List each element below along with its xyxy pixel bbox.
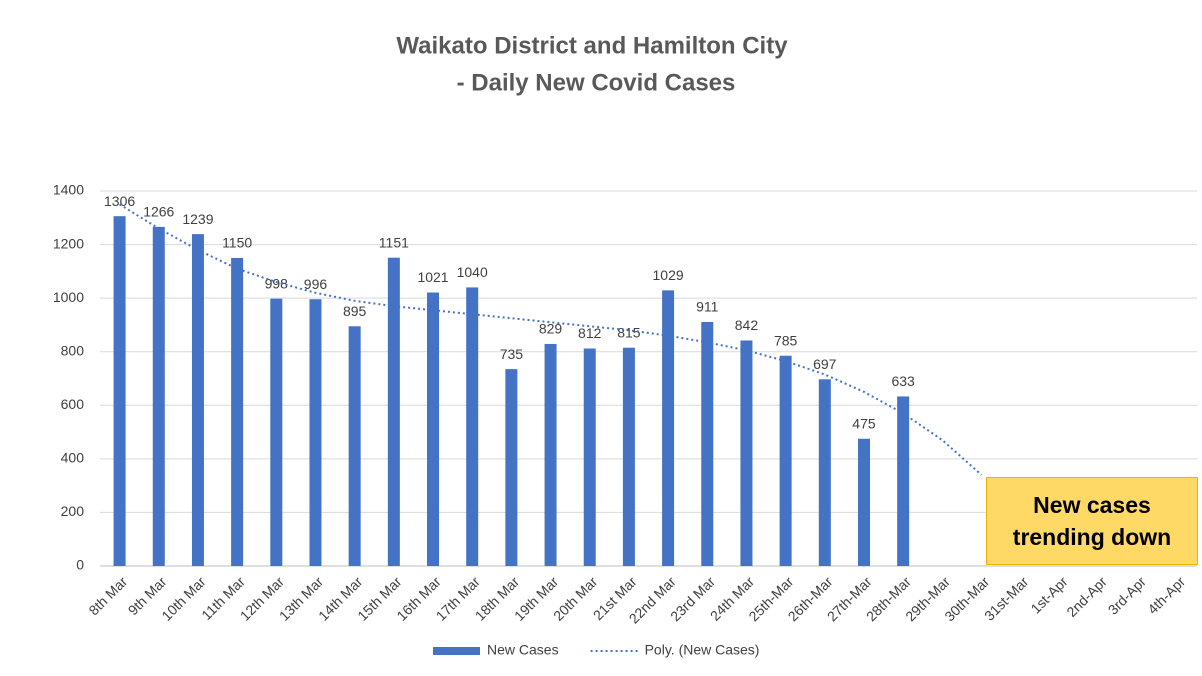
data-label: 633 — [891, 373, 915, 389]
trend-line — [119, 203, 983, 476]
bar — [818, 379, 831, 566]
data-label: 842 — [735, 317, 759, 333]
bar — [622, 347, 635, 566]
y-tick-label: 1000 — [53, 289, 84, 305]
bar — [662, 290, 675, 566]
bar — [583, 348, 596, 566]
x-tick-label: 8th Mar — [85, 573, 130, 618]
annotation: New cases trending down — [986, 477, 1198, 565]
bar — [779, 355, 792, 566]
data-label: 812 — [578, 325, 602, 341]
bar — [191, 234, 204, 566]
bar — [544, 343, 557, 566]
data-label: 996 — [304, 276, 328, 292]
bar — [897, 396, 910, 566]
data-label: 829 — [539, 321, 563, 337]
bar — [231, 257, 244, 566]
x-tick-label: 3rd-Apr — [1105, 573, 1150, 618]
x-tick-label: 4th-Apr — [1144, 573, 1188, 617]
data-label: 911 — [696, 299, 719, 315]
legend-swatch — [433, 647, 480, 655]
y-tick-label: 1400 — [53, 182, 84, 198]
y-tick-label: 0 — [76, 557, 84, 573]
y-tick-label: 1200 — [53, 235, 84, 251]
data-label: 1306 — [104, 193, 135, 209]
y-tick-label: 800 — [61, 342, 85, 358]
bar — [505, 369, 518, 566]
x-tick-label: 2nd-Apr — [1063, 573, 1110, 620]
bar — [466, 287, 479, 566]
data-label: 895 — [343, 303, 367, 319]
bar — [309, 299, 322, 566]
legend-label: New Cases — [487, 642, 559, 658]
y-tick-label: 400 — [61, 450, 85, 466]
data-label: 1040 — [457, 264, 488, 280]
data-label: 1266 — [143, 204, 174, 220]
data-label: 1151 — [379, 234, 409, 250]
bar — [270, 298, 283, 566]
chart-title: Waikato District and Hamilton City — [396, 32, 788, 59]
data-label: 1029 — [653, 267, 684, 283]
y-tick-label: 600 — [61, 396, 85, 412]
legend-label: Poly. (New Cases) — [645, 642, 760, 658]
bar — [152, 226, 165, 566]
bar — [857, 438, 870, 566]
data-label: 1150 — [222, 235, 252, 251]
bar — [113, 216, 126, 566]
data-label: 1021 — [417, 269, 448, 285]
bar — [740, 340, 753, 566]
bar — [701, 321, 714, 566]
data-label: 475 — [852, 415, 876, 431]
bar — [348, 326, 361, 566]
data-label: 1239 — [182, 211, 213, 227]
data-label: 998 — [265, 275, 289, 291]
data-label: 785 — [774, 332, 798, 348]
bar — [387, 257, 400, 566]
y-tick-label: 200 — [61, 503, 85, 519]
chart-subtitle: - Daily New Covid Cases — [457, 69, 736, 96]
x-tick-label: 31st-Mar — [981, 573, 1032, 624]
data-label: 697 — [813, 356, 837, 372]
data-label: 735 — [500, 346, 524, 362]
bar — [427, 292, 440, 566]
data-label: 815 — [617, 324, 641, 340]
